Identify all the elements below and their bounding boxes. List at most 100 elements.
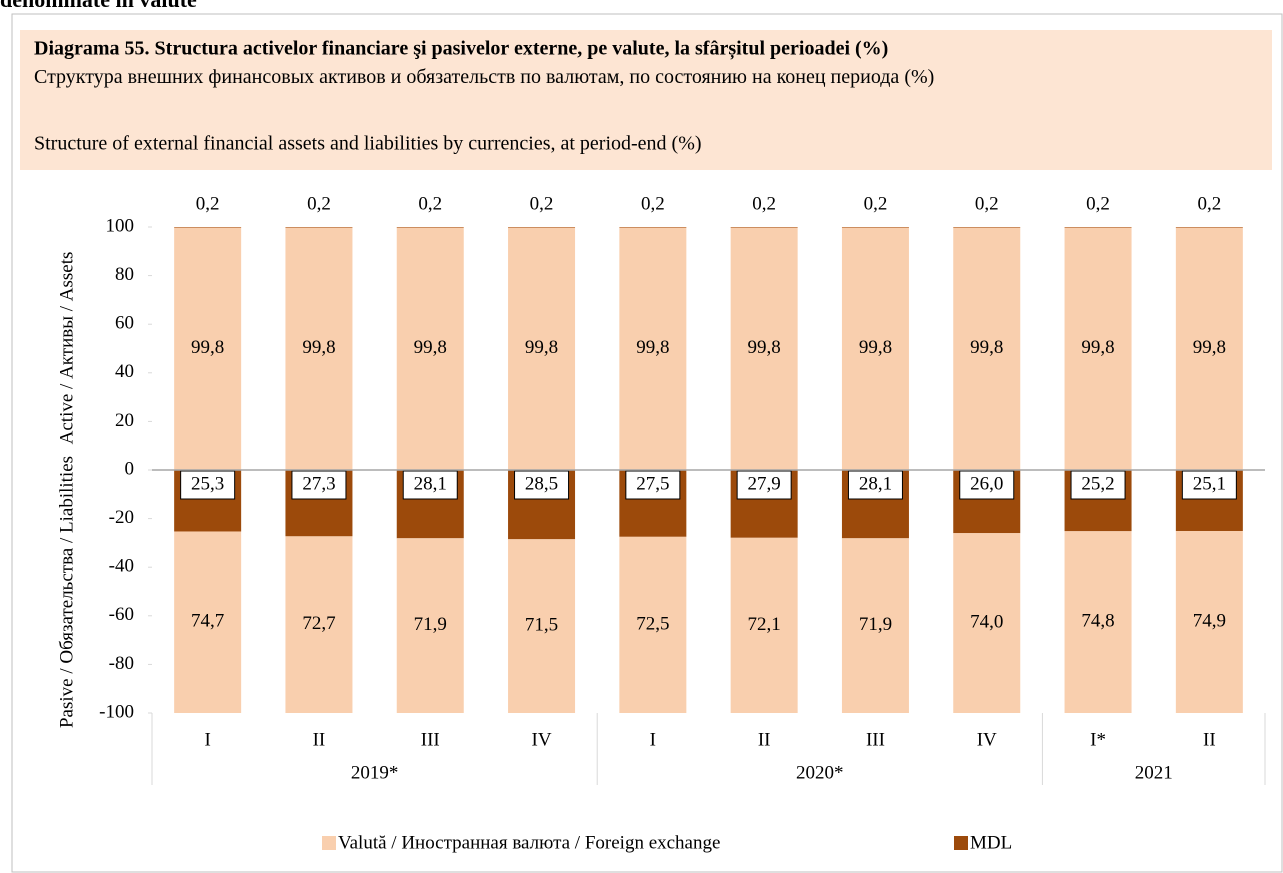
label-box [1070,470,1126,500]
value-label: 0,2 [418,193,442,214]
label-box [959,470,1015,500]
x-tick-label: IV [532,729,552,750]
label-box [625,470,681,500]
label-box [736,470,792,500]
x-tick-label: III [421,729,440,750]
y-tick-label: -100 [99,701,134,722]
value-label: 25,1 [1193,473,1226,494]
value-label: 99,8 [414,337,447,358]
group-label: 2021 [1135,762,1173,783]
label-box [291,470,347,500]
subtitle-ru: Структура внешних финансовых активов и о… [34,66,935,88]
value-label: 28,1 [859,473,892,494]
value-label: 26,0 [970,473,1003,494]
chart-title: Diagrama 55. Structura activelor financi… [34,38,888,61]
value-label: 25,2 [1081,473,1114,494]
bar-segment [953,227,1021,470]
value-label: 74,7 [191,611,224,632]
bar-segment [953,533,1021,713]
group-label: 2019* [351,762,399,783]
value-label: 28,5 [525,473,558,494]
value-label: 25,3 [191,473,224,494]
y-tick-label: 40 [115,361,134,382]
value-label: 99,8 [191,337,224,358]
value-label: 99,8 [302,337,335,358]
y-tick-label: 60 [115,313,134,334]
legend-label: Valută / Иностранная валюта / Foreign ex… [338,832,720,853]
legend-swatch [954,836,968,850]
value-label: 27,9 [748,473,781,494]
label-box [514,470,570,500]
value-label: 0,2 [1086,193,1110,214]
x-tick-label: II [758,729,771,750]
value-label: 99,8 [748,337,781,358]
bar-segment [841,227,909,470]
value-label: 72,5 [636,613,669,634]
bar-segment [174,531,242,713]
x-tick-label: II [1203,729,1216,750]
value-label: 72,1 [748,614,781,635]
bar-segment [174,227,242,470]
y-tick-label: -20 [109,507,134,528]
value-label: 0,2 [530,193,554,214]
value-label: 0,2 [641,193,665,214]
label-box [402,470,458,500]
label-box [180,470,236,500]
y-tick-label: -40 [109,556,134,577]
bar-segment [619,227,687,470]
x-tick-label: I [650,729,656,750]
value-label: 99,8 [859,337,892,358]
value-label: 0,2 [752,193,776,214]
value-label: 0,2 [307,193,331,214]
x-tick-label: IV [977,729,997,750]
y-tick-label: -80 [109,653,134,674]
value-label: 99,8 [970,337,1003,358]
bar-segment [285,536,353,713]
x-tick-label: III [866,729,885,750]
label-box [847,470,903,500]
value-label: 0,2 [196,193,220,214]
bar-segment [1175,530,1243,713]
bar-segment [285,227,353,470]
y-axis-title-assets: Active / Активы / Assets [56,252,77,445]
value-label: 0,2 [864,193,888,214]
value-label: 27,5 [636,473,669,494]
y-tick-label: 100 [106,215,135,236]
y-tick-label: 20 [115,410,134,431]
bar-segment [1064,531,1132,713]
page-heading: denominate în valute [0,0,197,12]
y-axis-title-liabilities: Pasive / Обязательства / Liabilities [56,456,77,728]
x-tick-label: II [313,729,326,750]
bar-segment [1175,227,1243,470]
value-label: 71,9 [859,614,892,635]
legend-swatch [322,836,336,850]
title-band [20,30,1272,170]
value-label: 99,8 [525,337,558,358]
bar-segment [730,537,798,713]
value-label: 74,9 [1193,610,1226,631]
value-label: 28,1 [414,473,447,494]
value-label: 74,0 [970,611,1003,632]
bar-segment [508,227,576,470]
value-label: 27,3 [302,473,335,494]
legend-label: MDL [970,832,1012,853]
value-label: 71,9 [414,614,447,635]
subtitle-ru-box: Структура внешних финансовых активов и о… [34,66,935,88]
group-label: 2020* [796,762,844,783]
bar-segment [730,227,798,470]
subtitle-en: Structure of external financial assets a… [34,133,702,155]
value-label: 99,8 [1081,337,1114,358]
y-tick-label: 80 [115,264,134,285]
bar-segment [841,538,909,713]
bar-segment [619,536,687,713]
bar-segment [396,538,464,713]
y-tick-label: 0 [125,458,135,479]
value-label: 72,7 [302,613,335,634]
value-label: 71,5 [525,614,558,635]
x-tick-label: I [204,729,210,750]
bar-segment [508,539,576,713]
y-tick-label: -60 [109,604,134,625]
bar-segment [1064,227,1132,470]
